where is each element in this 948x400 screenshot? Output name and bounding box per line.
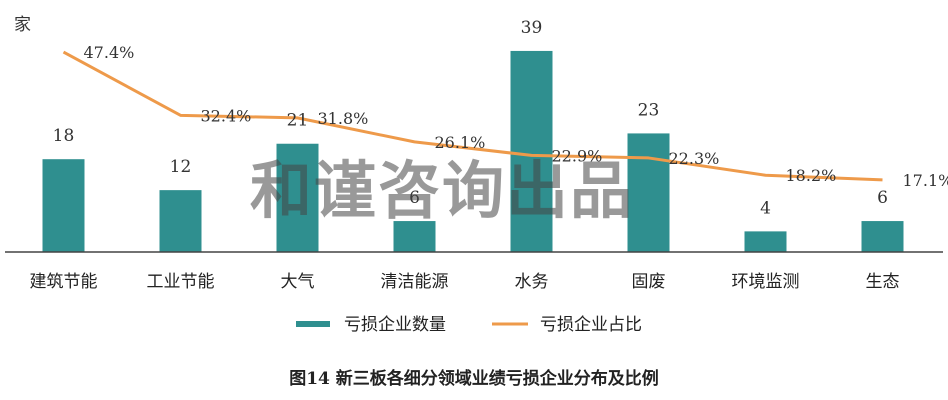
line-value-label: 47.4% bbox=[84, 43, 135, 62]
bar bbox=[861, 221, 904, 252]
bar-value-label: 4 bbox=[760, 198, 771, 218]
x-tick-label: 生态 bbox=[866, 272, 900, 292]
bar-value-label: 12 bbox=[170, 157, 192, 177]
line-value-label: 17.1% bbox=[903, 171, 948, 190]
legend-bar-label: 亏损企业数量 bbox=[344, 315, 446, 335]
bar-value-label: 18 bbox=[53, 126, 75, 146]
x-tick-label: 环境监测 bbox=[732, 272, 800, 292]
x-tick-label: 大气 bbox=[281, 272, 315, 292]
x-tick-label: 固废 bbox=[632, 272, 666, 292]
bar bbox=[42, 159, 85, 252]
x-tick-label: 清洁能源 bbox=[381, 272, 449, 292]
bar bbox=[276, 143, 319, 252]
legend-bar-swatch bbox=[296, 321, 330, 327]
line-value-label: 31.8% bbox=[318, 109, 369, 128]
bar bbox=[744, 231, 787, 252]
bars-layer bbox=[42, 50, 904, 252]
line-series bbox=[62, 50, 883, 182]
bar bbox=[627, 133, 670, 252]
legend: 亏损企业数量 亏损企业占比 bbox=[296, 315, 642, 335]
bar-value-label: 6 bbox=[409, 188, 420, 208]
bar-value-label: 6 bbox=[877, 188, 888, 208]
bar-value-label: 21 bbox=[287, 111, 309, 131]
bar-value-label: 39 bbox=[521, 18, 543, 38]
labels-layer: 18 建筑节能 12 工业节能 21 大气 6 清洁能源 39 水务 23 固废 4 环境监测 6 生态 47.… bbox=[30, 18, 948, 292]
bar-value-label: 23 bbox=[638, 100, 660, 120]
bar bbox=[159, 190, 202, 252]
figure-caption: 图14 新三板各细分领域业绩亏损企业分布及比例 bbox=[289, 369, 659, 389]
bar bbox=[393, 221, 436, 252]
line-value-label: 18.2% bbox=[786, 166, 837, 185]
line-value-label: 26.1% bbox=[435, 133, 486, 152]
watermark-text: 和谨咨询出品 bbox=[250, 154, 635, 227]
line-layer bbox=[62, 50, 883, 182]
line-value-label: 22.3% bbox=[669, 149, 720, 168]
legend-line-label: 亏损企业占比 bbox=[540, 315, 642, 335]
line-value-label: 22.9% bbox=[552, 146, 603, 165]
x-tick-label: 建筑节能 bbox=[30, 272, 98, 292]
y-axis-unit: 家 bbox=[14, 15, 31, 35]
line-value-label: 32.4% bbox=[201, 106, 252, 125]
bar bbox=[510, 50, 553, 252]
x-tick-label: 工业节能 bbox=[147, 272, 215, 292]
x-tick-label: 水务 bbox=[515, 272, 549, 292]
